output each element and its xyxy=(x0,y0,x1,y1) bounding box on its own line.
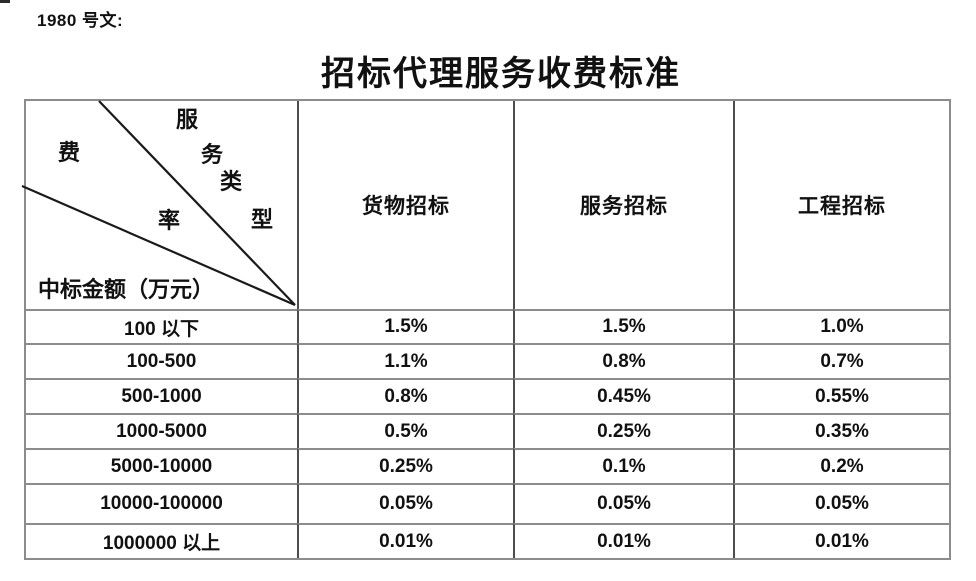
column-header-goods: 货物招标 xyxy=(297,101,513,309)
diagonal-line-upper xyxy=(98,100,296,306)
table-cell: 1.5% xyxy=(513,309,733,343)
table-cell: 0.55% xyxy=(733,378,949,413)
table-cell: 0.45% xyxy=(513,378,733,413)
table-cell: 0.5% xyxy=(297,413,513,448)
diagonal-line-lower xyxy=(21,184,296,307)
page-corner-mark xyxy=(0,0,10,3)
table-cell: 0.8% xyxy=(297,378,513,413)
diagonal-lines xyxy=(21,100,296,307)
table-cell: 0.25% xyxy=(513,413,733,448)
diagonal-header-cell: 服 务 类 型 费 率 中标金额（万元） xyxy=(21,100,297,309)
amount-axis-label: 中标金额（万元） xyxy=(38,277,215,302)
table-cell: 0.01% xyxy=(297,523,513,558)
table-cell: 0.05% xyxy=(513,483,733,523)
fee-standard-table: 服 务 类 型 费 率 中标金额（万元） 货物招标 服务招标 工程招标 100 … xyxy=(21,99,951,560)
service-type-char-1: 服 xyxy=(175,107,199,132)
table-cell: 1.0% xyxy=(733,309,949,343)
table-cell: 0.01% xyxy=(513,523,733,558)
document-reference: 1980 号文: xyxy=(37,11,124,30)
service-type-char-4: 型 xyxy=(250,207,274,232)
table-cell: 0.25% xyxy=(297,448,513,483)
table-cell: 0.8% xyxy=(513,343,733,378)
page-title: 招标代理服务收费标准 xyxy=(321,56,681,93)
table-cell: 0.35% xyxy=(733,413,949,448)
row-label: 1000000 以上 xyxy=(26,523,297,558)
table-cell: 0.1% xyxy=(513,448,733,483)
service-type-char-2: 务 xyxy=(200,142,224,167)
row-label: 10000-100000 xyxy=(26,483,297,523)
row-label: 1000-5000 xyxy=(26,413,297,448)
table-cell: 0.7% xyxy=(733,343,949,378)
rate-char-2: 率 xyxy=(157,208,181,233)
table-cell: 0.2% xyxy=(733,448,949,483)
row-label: 100-500 xyxy=(26,343,297,378)
table-cell: 0.05% xyxy=(733,483,949,523)
table-cell: 1.5% xyxy=(297,309,513,343)
service-type-char-3: 类 xyxy=(219,169,243,194)
row-label: 100 以下 xyxy=(26,309,297,343)
rate-char-1: 费 xyxy=(57,140,81,165)
row-label: 5000-10000 xyxy=(26,448,297,483)
column-header-services: 服务招标 xyxy=(513,101,733,309)
column-header-engineering: 工程招标 xyxy=(733,101,949,309)
table-cell: 0.05% xyxy=(297,483,513,523)
table-cell: 1.1% xyxy=(297,343,513,378)
table-cell: 0.01% xyxy=(733,523,949,558)
row-label: 500-1000 xyxy=(26,378,297,413)
